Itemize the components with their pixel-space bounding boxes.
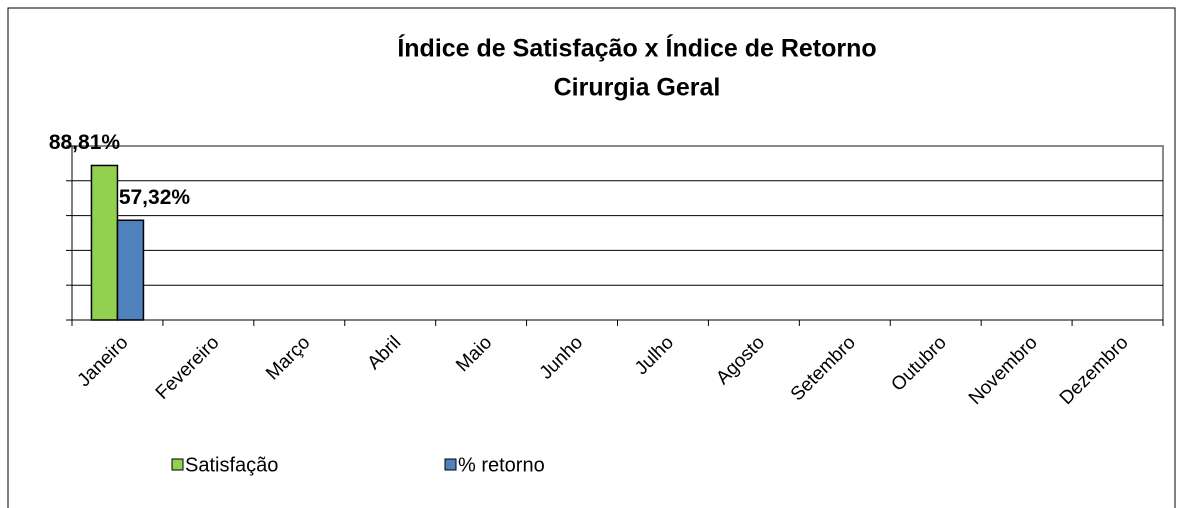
data-label: 88,81% bbox=[49, 131, 121, 154]
x-tick-label: Fevereiro bbox=[152, 332, 224, 404]
x-tick-label: Janeiro bbox=[74, 332, 133, 391]
x-tick-label: Setembro bbox=[787, 332, 860, 405]
legend-label: Satisfação bbox=[185, 454, 278, 476]
chart-frame bbox=[7, 7, 1176, 508]
chart-title: Índice de Satisfação x Índice de Retorno bbox=[397, 34, 876, 63]
x-tick-label: Março bbox=[262, 332, 314, 384]
bar bbox=[90, 164, 119, 321]
plot-frame bbox=[72, 145, 1164, 320]
x-tick-label: Novembro bbox=[965, 332, 1042, 409]
x-tick-label: Junho bbox=[536, 332, 587, 383]
legend-swatch bbox=[444, 458, 457, 471]
legend-label: % retorno bbox=[458, 454, 545, 476]
bar bbox=[116, 219, 145, 321]
x-tick-label: Julho bbox=[631, 332, 678, 379]
x-tick-label: Abril bbox=[364, 332, 406, 374]
chart-subtitle: Cirurgia Geral bbox=[554, 74, 721, 102]
x-tick-label: Dezembro bbox=[1056, 332, 1133, 409]
x-tick-label: Outubro bbox=[887, 332, 950, 395]
x-tick-label: Maio bbox=[452, 332, 496, 376]
x-tick-label: Agosto bbox=[712, 332, 769, 389]
legend-swatch bbox=[171, 458, 184, 471]
data-label: 57,32% bbox=[119, 186, 191, 209]
